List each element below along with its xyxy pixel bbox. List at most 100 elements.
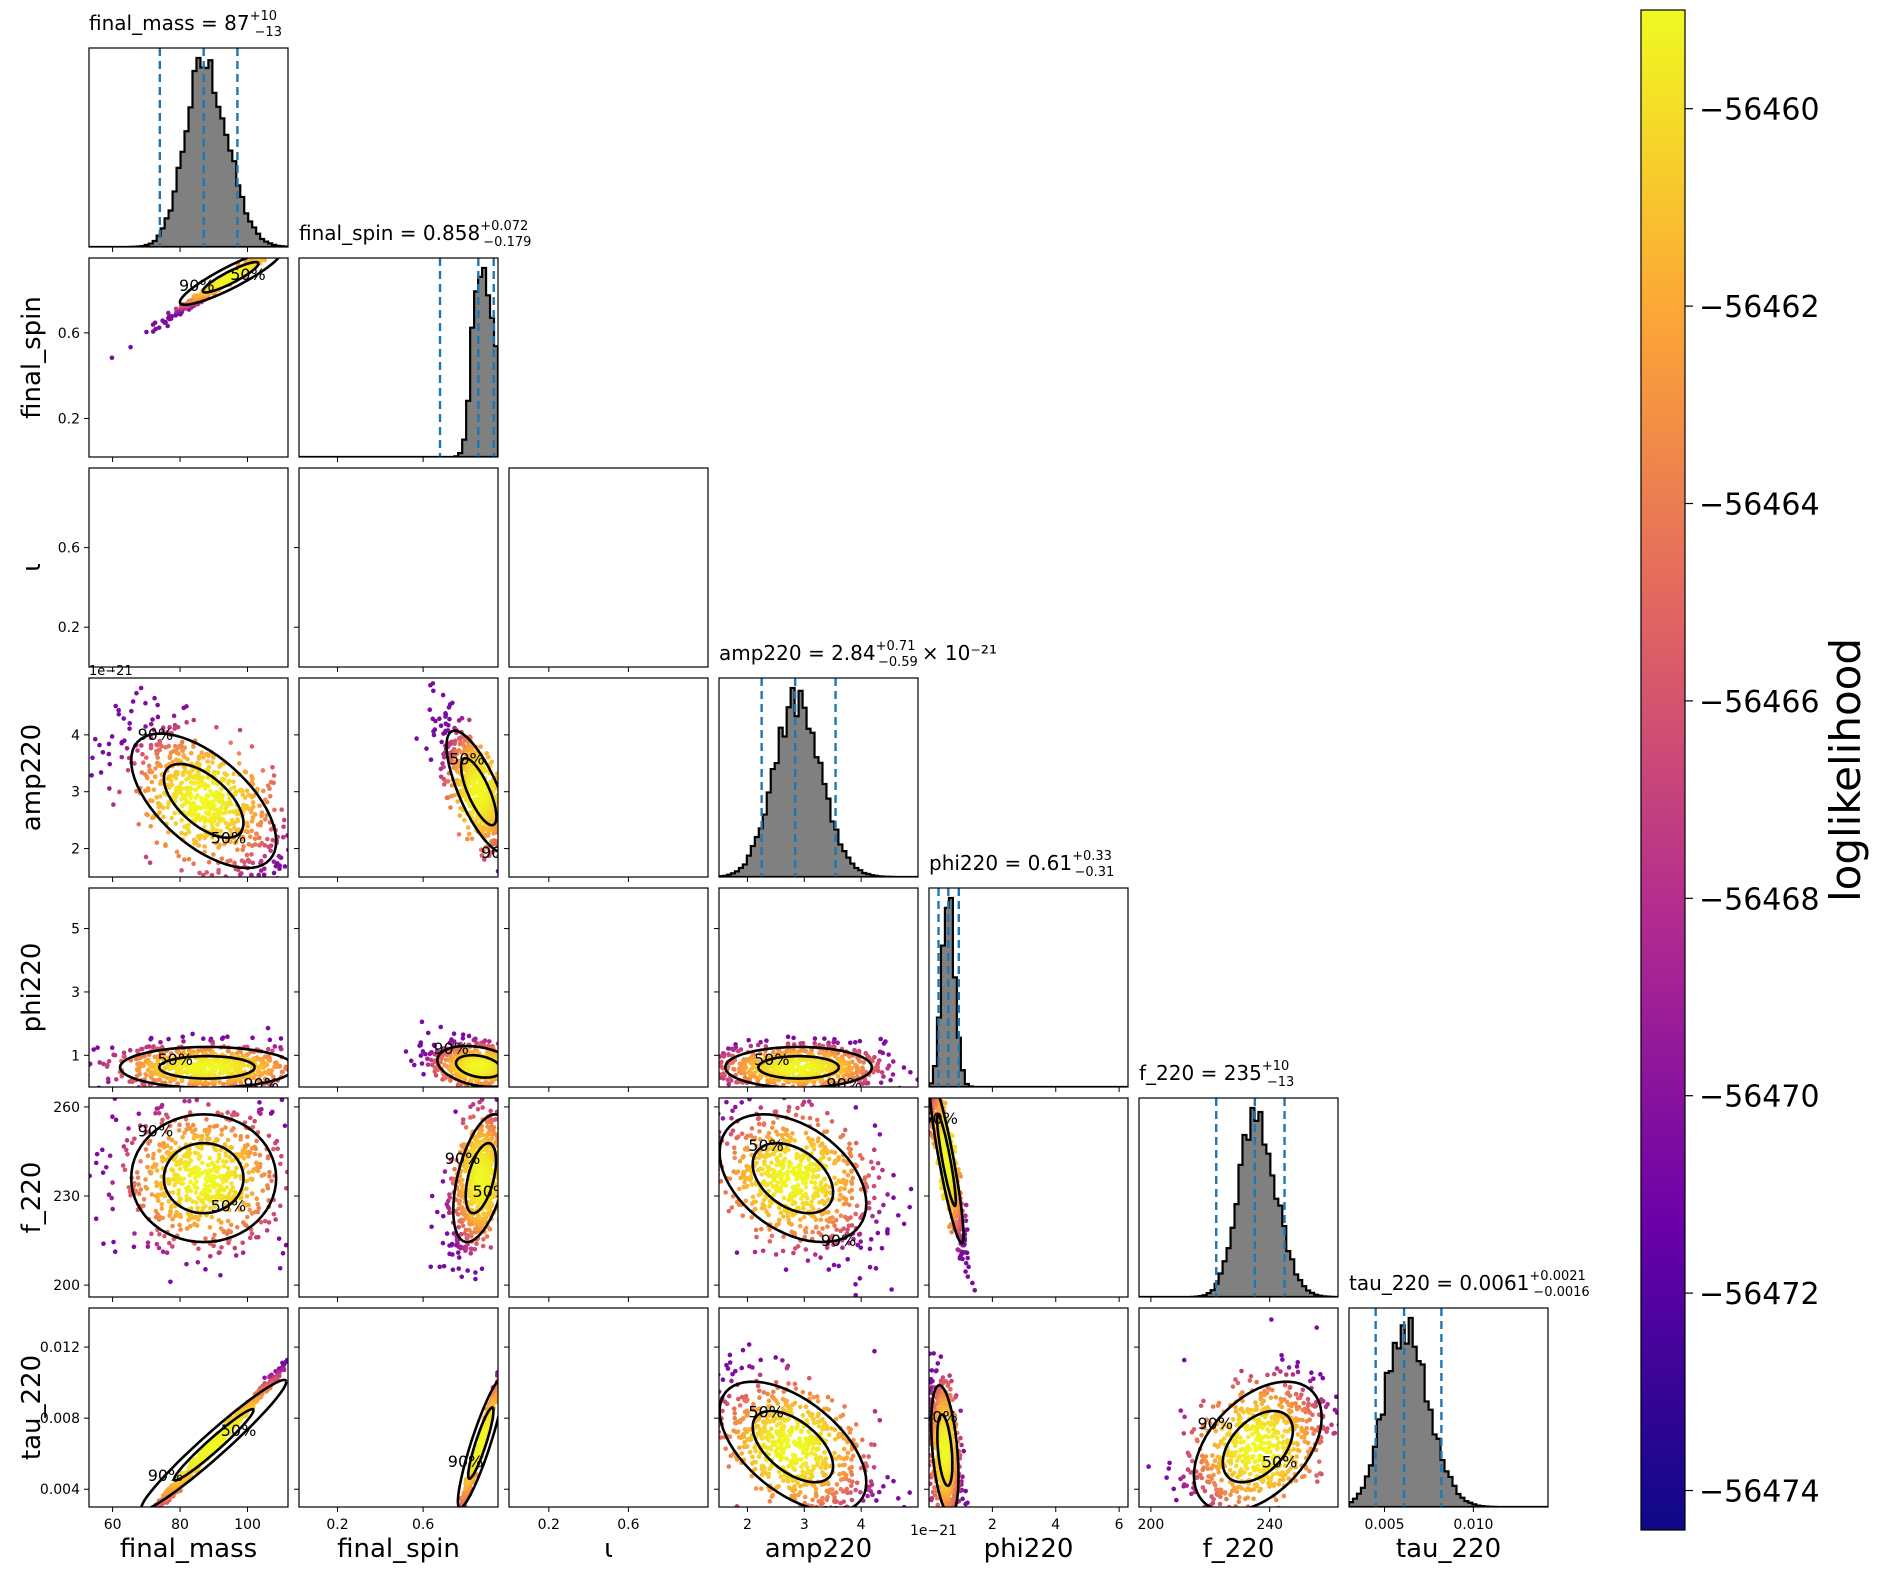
- contour-90%: [140, 1378, 288, 1507]
- contour-label: 50%: [230, 265, 266, 284]
- panel-f_220-vs-phi220: 50%: [922, 1097, 1129, 1302]
- contour-90%: [929, 1098, 965, 1245]
- contour-label: 50%: [748, 1136, 784, 1155]
- panel-frame: [508, 887, 709, 1088]
- contour-label: 50%: [922, 1109, 958, 1128]
- contour-50%: [935, 1113, 958, 1208]
- contour-90%: [451, 1112, 498, 1244]
- contour-50%: [1221, 1409, 1295, 1484]
- colorbar-label: loglikelihood: [1821, 638, 1870, 902]
- ylabel-tau_220: tau_220: [17, 1355, 47, 1460]
- colorbar-tick-label: −56460: [1699, 93, 1820, 128]
- contour-label: 50%: [754, 1050, 790, 1069]
- contour-50%: [936, 1413, 954, 1488]
- panel-frame: [1138, 1097, 1339, 1298]
- panel-frame: [298, 677, 499, 878]
- ylabel-f_220: f_220: [17, 1162, 47, 1234]
- contour-90%: [129, 1112, 278, 1244]
- histogram-amp220: [719, 686, 918, 877]
- panel-frame: [928, 887, 1129, 1088]
- y-tick-label: 200: [53, 1278, 80, 1294]
- contour-50%: [157, 1054, 257, 1080]
- y-tick-label: 0.004: [40, 1482, 80, 1498]
- contour-label: 90%: [433, 1039, 469, 1058]
- panel-tau_220-vs-tau_220: tau_220 = 0.0061+0.0021 −0.0016 0.005 0.010: [1348, 1269, 1590, 1533]
- title-phi220: phi220 = 0.61+0.33 −0.31: [929, 849, 1114, 880]
- contour-label: 50%: [922, 1407, 958, 1426]
- contour-label: 90%: [821, 1502, 857, 1521]
- contour-label: 90%: [138, 725, 174, 744]
- panel-iota-vs-final_mass: 0.2 0.6: [58, 467, 289, 672]
- panel-iota-vs-iota: [508, 467, 709, 672]
- title-final_spin: final_spin = 0.858+0.072 −0.179: [299, 219, 531, 250]
- panel-amp220-vs-final_spin: 50% 90%: [294, 677, 517, 882]
- panel-f_220-vs-iota: [504, 1097, 709, 1302]
- panel-frame: [508, 677, 709, 878]
- y-tick-label: 0.2: [58, 411, 80, 427]
- contour-90%: [178, 258, 281, 307]
- y-tick-label: 3: [71, 985, 80, 1001]
- panel-final_spin-vs-final_spin: final_spin = 0.858+0.072 −0.179: [298, 219, 531, 462]
- contour-label: 90%: [826, 1074, 862, 1093]
- xlabel-final_spin: final_spin: [337, 1534, 460, 1564]
- title-tau_220: tau_220 = 0.0061+0.0021 −0.0016: [1349, 1269, 1590, 1300]
- title-f_220: f_220 = 235+10 −13: [1139, 1059, 1294, 1090]
- colorbar-tick-label: −56472: [1699, 1277, 1820, 1312]
- contour-50%: [162, 762, 245, 840]
- panel-frame: [718, 1097, 919, 1298]
- panel-tau_220-vs-phi220: 50% 90% 2 4 6: [922, 1307, 1129, 1533]
- panel-tau_220-vs-final_spin: 90% 0.2 0.6: [294, 1307, 499, 1533]
- panel-tau_220-vs-f_220: 90% 50% 200 240: [1134, 1307, 1339, 1533]
- contour-50%: [756, 1054, 841, 1080]
- title-amp220: amp220 = 2.84+0.71 −0.59 × 10⁻²¹: [719, 639, 997, 670]
- contour-90%: [723, 1045, 874, 1087]
- panel-frame: [928, 1307, 1129, 1508]
- xlabel-final_mass: final_mass: [120, 1534, 257, 1564]
- xlabel-amp220: amp220: [765, 1534, 872, 1564]
- contour-label: 90%: [179, 276, 215, 295]
- panel-phi220-vs-phi220: phi220 = 0.61+0.33 −0.31: [928, 849, 1129, 1092]
- contour-label: 90%: [821, 1231, 857, 1250]
- contour-label: 50%: [1262, 1453, 1298, 1472]
- ylabel-amp220: amp220: [17, 724, 47, 831]
- x-tick-label: 60: [104, 1517, 122, 1533]
- panel-iota-vs-final_spin: [294, 467, 499, 672]
- panel-frame: [88, 467, 289, 668]
- x-tick-label: 0.2: [538, 1517, 560, 1533]
- contour-label: 50%: [221, 1421, 257, 1440]
- panel-frame: [88, 677, 289, 878]
- contour-label: 50%: [211, 1197, 247, 1216]
- contour-label: 50%: [748, 1402, 784, 1421]
- xlabel-iota: ι: [604, 1534, 613, 1564]
- contour-label: 90%: [243, 1074, 279, 1093]
- panel-frame: [718, 887, 919, 1088]
- contour-50%: [201, 260, 260, 294]
- histogram-final_mass: [89, 56, 288, 247]
- contour-label: 90%: [481, 843, 517, 862]
- panel-frame: [88, 257, 289, 458]
- contour-50%: [454, 1053, 498, 1079]
- contour-label: 90%: [138, 1122, 174, 1141]
- contour-50%: [467, 1406, 495, 1481]
- contour-50%: [464, 1141, 498, 1215]
- panel-frame: [718, 677, 919, 878]
- panel-frame: [718, 1307, 919, 1508]
- histogram-final_spin: [299, 266, 498, 457]
- x-tick-label: 0.6: [617, 1517, 639, 1533]
- x-tick-label: 0.005: [1364, 1517, 1404, 1533]
- panel-frame: [1348, 1307, 1549, 1508]
- y-tick-label: 0.6: [58, 541, 80, 557]
- y-axis-labels: final_spin ι amp220 phi220 f_220 tau_220: [17, 296, 47, 1460]
- panel-frame: [298, 467, 499, 668]
- panel-frame: [298, 887, 499, 1088]
- y-tick-label: 260: [53, 1100, 80, 1116]
- contour-label: 90%: [445, 1149, 481, 1168]
- ylabel-iota: ι: [17, 563, 47, 572]
- panel-phi220-vs-final_spin: 90%: [294, 887, 499, 1092]
- panel-f_220-vs-final_spin: 90% 50%: [294, 1097, 499, 1302]
- panel-frame: [508, 1097, 709, 1298]
- contour-90%: [129, 732, 278, 870]
- colorbar-gradient: [1640, 9, 1686, 1531]
- panel-amp220-vs-iota: [504, 677, 709, 882]
- panel-tau_220-vs-amp220: 50% 90% 2 3 4: [714, 1307, 919, 1533]
